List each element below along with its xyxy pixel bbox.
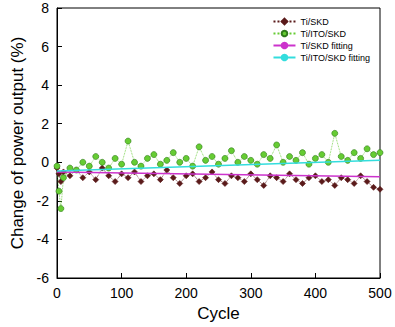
svg-text:400: 400 <box>304 285 328 301</box>
svg-text:Ti/SKD: Ti/SKD <box>300 17 329 27</box>
svg-text:Change of power output (%): Change of power output (%) <box>8 37 27 250</box>
svg-text:6: 6 <box>41 39 49 55</box>
svg-text:Ti/SKD fitting: Ti/SKD fitting <box>300 41 352 51</box>
svg-text:-2: -2 <box>37 193 50 209</box>
svg-text:Ti/ITO/SKD: Ti/ITO/SKD <box>300 29 346 39</box>
svg-text:Ti/ITO/SKD fitting: Ti/ITO/SKD fitting <box>300 53 370 63</box>
svg-text:Cycle: Cycle <box>197 304 240 323</box>
svg-text:300: 300 <box>239 285 263 301</box>
svg-text:-4: -4 <box>37 231 50 247</box>
svg-text:200: 200 <box>175 285 199 301</box>
svg-text:8: 8 <box>41 0 49 16</box>
svg-text:4: 4 <box>41 77 49 93</box>
svg-text:100: 100 <box>110 285 134 301</box>
svg-text:0: 0 <box>53 285 61 301</box>
svg-text:-6: -6 <box>37 270 50 286</box>
svg-text:0: 0 <box>41 154 49 170</box>
svg-text:500: 500 <box>368 285 392 301</box>
svg-text:2: 2 <box>41 116 49 132</box>
